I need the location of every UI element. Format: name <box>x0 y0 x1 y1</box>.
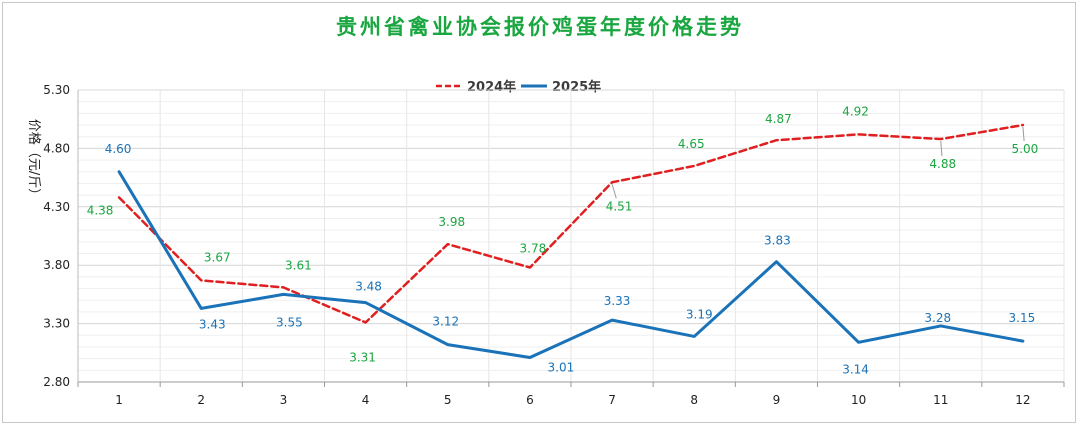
x-tick-label: 9 <box>773 393 781 407</box>
x-tick-label: 5 <box>444 393 452 407</box>
data-label: 3.19 <box>686 307 713 321</box>
data-labels: 4.38 3.67 3.61 3.31 3.98 3.78 4.51 4.65 4.87 4.92… <box>87 104 1039 376</box>
data-label: 4.51 <box>606 199 633 213</box>
label-leader-line <box>1022 126 1025 142</box>
data-label: 3.67 <box>204 250 231 264</box>
y-tick-label: 3.30 <box>43 317 70 331</box>
x-tick-label: 3 <box>280 393 288 407</box>
axes: 2.803.303.804.304.805.301 2 3 4 5 6 7 8 9 10 11 12 <box>43 83 1065 407</box>
y-tick-label: 4.80 <box>43 141 70 155</box>
legend: 2024年 2025年 <box>436 79 601 95</box>
x-tick-label: 8 <box>690 393 698 407</box>
data-label: 4.88 <box>929 157 956 171</box>
data-label: 3.14 <box>842 362 869 376</box>
legend-label-2025: 2025年 <box>552 79 601 95</box>
chart-title: 贵州省禽业协会报价鸡蛋年度价格走势 <box>336 15 744 39</box>
data-label: 3.12 <box>432 315 459 329</box>
y-axis-label: 价格（元/斤） <box>26 119 42 201</box>
x-tick-label: 7 <box>608 393 616 407</box>
label-leader-line <box>940 141 943 157</box>
y-tick-label: 4.30 <box>43 200 70 214</box>
x-tick-label: 4 <box>362 393 370 407</box>
data-label: 3.61 <box>285 258 312 272</box>
x-tick-label: 11 <box>933 393 948 407</box>
data-label: 3.33 <box>604 294 631 308</box>
data-label: 3.28 <box>924 311 951 325</box>
data-label: 3.31 <box>349 350 376 364</box>
x-tick-label: 12 <box>1015 393 1030 407</box>
series-layer <box>117 123 1025 359</box>
data-label: 3.83 <box>764 234 791 248</box>
y-tick-label: 5.30 <box>43 83 70 97</box>
data-label: 4.87 <box>765 112 792 126</box>
data-label: 4.60 <box>105 142 132 156</box>
x-tick-label: 6 <box>526 393 534 407</box>
data-label: 3.55 <box>276 315 303 329</box>
data-label: 5.00 <box>1012 142 1039 156</box>
x-tick-label: 10 <box>851 393 866 407</box>
data-label: 3.01 <box>548 360 575 374</box>
y-axis-label-text: 价格（元/斤） <box>26 119 42 201</box>
data-label: 3.43 <box>199 317 226 331</box>
label-leader-line <box>611 184 617 199</box>
data-label: 4.65 <box>678 137 705 151</box>
data-label: 3.78 <box>520 242 547 256</box>
data-label: 3.15 <box>1009 311 1036 325</box>
legend-label-2024: 2024年 <box>467 79 516 95</box>
series-line-2024 <box>117 123 1025 324</box>
y-tick-label: 2.80 <box>43 375 70 389</box>
y-tick-label: 3.80 <box>43 258 70 272</box>
series-line-2025 <box>117 170 1025 359</box>
data-label: 4.38 <box>87 203 114 217</box>
data-label: 3.98 <box>438 215 465 229</box>
data-label: 3.48 <box>355 280 382 294</box>
x-tick-label: 2 <box>197 393 205 407</box>
x-tick-label: 1 <box>115 393 123 407</box>
data-label: 4.92 <box>842 104 869 118</box>
